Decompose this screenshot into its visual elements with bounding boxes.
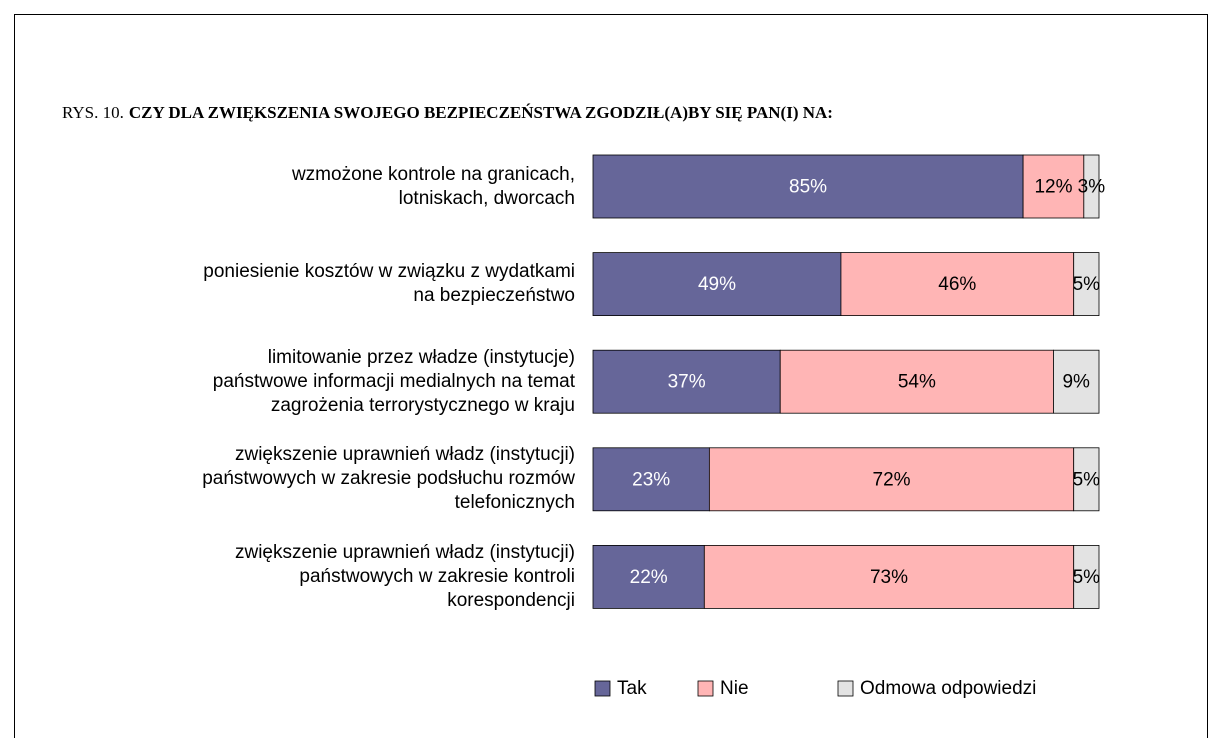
category-label: wzmożone kontrole na granicach, lotniska… (291, 163, 575, 209)
bar-segment (708, 447, 1075, 512)
chart-title: RYS. 10. CZY DLA ZWIĘKSZENIA SWOJEGO BEZP… (62, 103, 833, 122)
bar-segment (703, 545, 1075, 609)
category-label: limitowanie przez władze (instytucje) pa… (212, 346, 575, 416)
legend-label: Odmowa odpowiedzi (860, 678, 1036, 699)
bar-segment (592, 154, 1024, 219)
data-label: 23% (632, 469, 670, 490)
data-label: 22% (630, 567, 668, 588)
legend-swatch (697, 680, 714, 697)
data-label: 49% (698, 274, 736, 295)
data-label: 5% (1073, 274, 1101, 295)
legend-swatch (837, 680, 854, 697)
bar-segment (1073, 545, 1100, 609)
category-label: zwiększenie uprawnień władz (instytucji)… (234, 541, 575, 611)
data-label: 72% (873, 469, 911, 490)
category-label: poniesienie kosztów w związku z wydatkam… (203, 261, 575, 307)
bar-segment (592, 545, 705, 609)
bar-segment (1073, 252, 1100, 317)
data-label: 5% (1073, 469, 1101, 490)
data-label: 85% (789, 177, 827, 198)
data-label: 3% (1078, 177, 1106, 198)
data-label: 5% (1073, 567, 1101, 588)
data-label: 12% (1034, 177, 1072, 198)
bar-segment (592, 349, 781, 414)
bar-segment (592, 447, 710, 512)
data-label: 37% (668, 372, 706, 393)
data-label: 54% (898, 372, 936, 393)
bar-segment (779, 349, 1054, 414)
bar-segment (1053, 349, 1100, 414)
legend-label: Tak (617, 678, 647, 699)
data-label: 9% (1062, 372, 1090, 393)
bar-segment (1083, 154, 1100, 219)
figure-label: RYS. 10. (62, 103, 124, 122)
category-label: zwiększenie uprawnień władz (instytucji)… (202, 444, 575, 514)
data-label: 46% (938, 274, 976, 295)
legend-swatch (594, 680, 611, 697)
bar-segment (1073, 447, 1100, 512)
legend-label: Nie (720, 678, 749, 699)
title-text: CZY DLA ZWIĘKSZENIA SWOJEGO BEZPIECZEŃST… (129, 103, 833, 122)
data-label: 73% (870, 567, 908, 588)
